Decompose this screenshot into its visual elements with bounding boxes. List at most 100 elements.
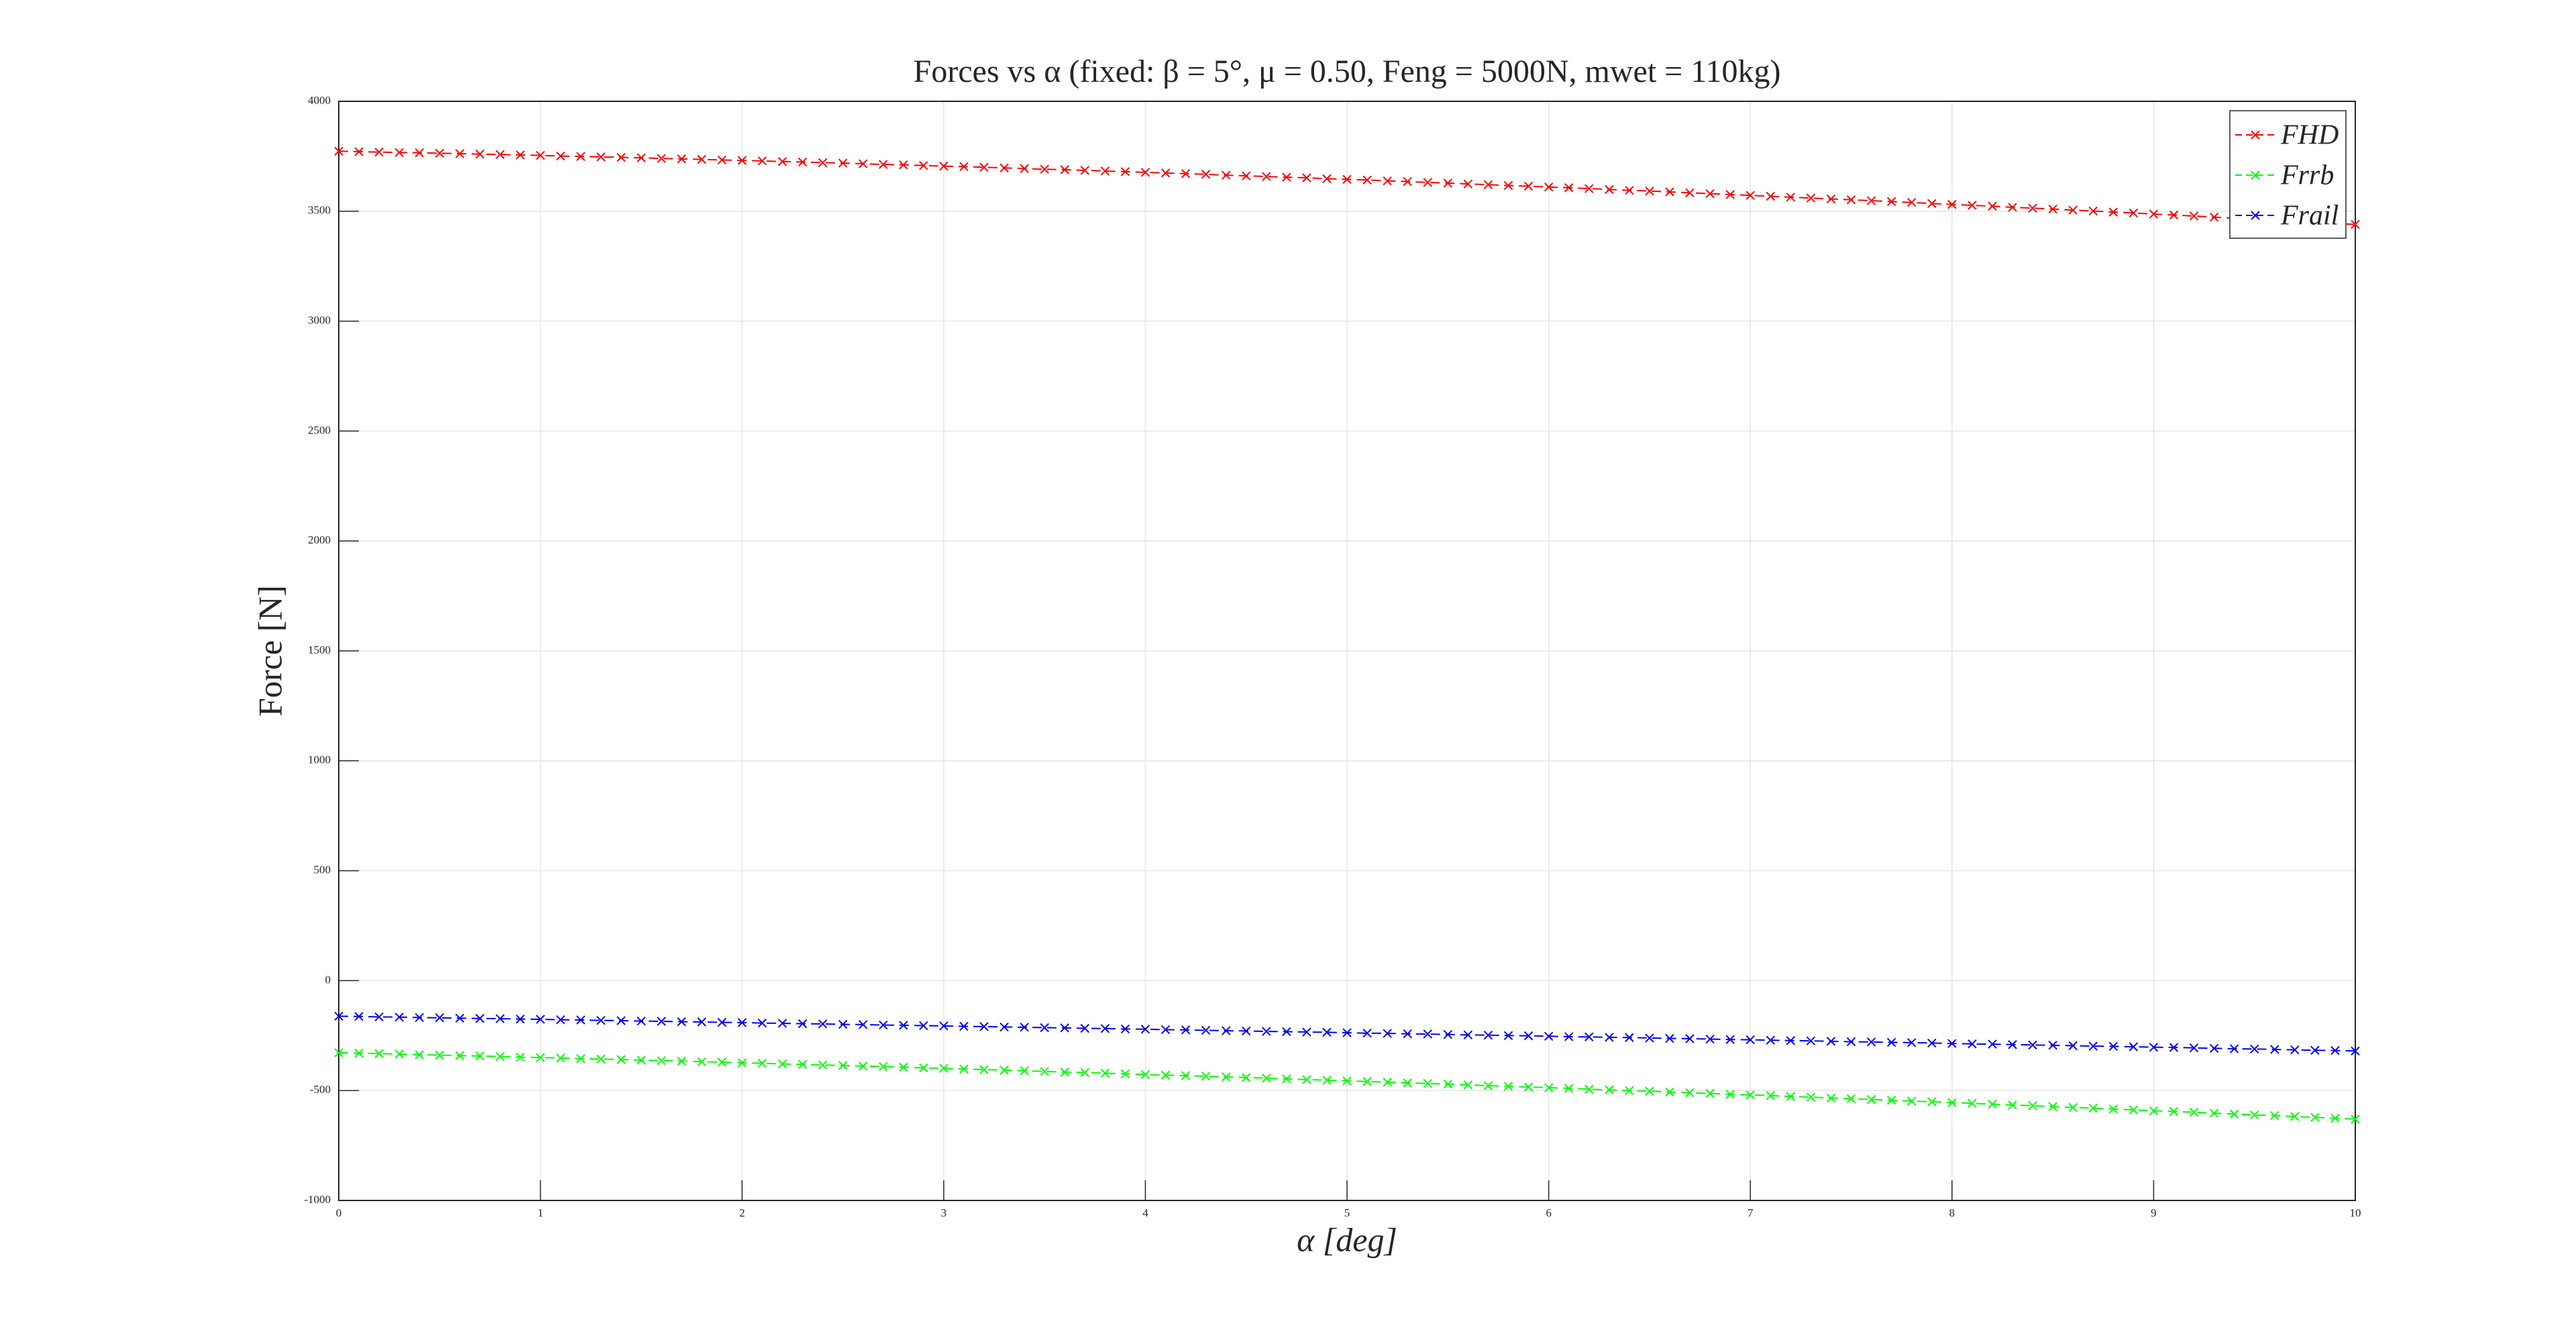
data-point — [1725, 1035, 1735, 1044]
data-point — [1886, 1037, 1896, 1047]
data-point — [1463, 1030, 1473, 1040]
data-point — [757, 1018, 767, 1028]
data-point — [1463, 1080, 1473, 1090]
y-axis-label: Force [N] — [251, 585, 288, 717]
data-point — [1523, 181, 1534, 191]
data-point — [515, 1052, 525, 1062]
data-point — [1181, 1071, 1191, 1080]
data-point — [2351, 1046, 2360, 1056]
data-point — [2068, 1041, 2078, 1051]
data-point — [334, 1011, 343, 1021]
data-point — [1988, 201, 1997, 211]
data-point — [1262, 172, 1271, 181]
y-tick-label: 3500 — [308, 204, 331, 217]
data-point — [2169, 1107, 2179, 1117]
x-tick-label: 3 — [941, 1206, 947, 1219]
data-point — [2189, 1043, 2199, 1053]
data-point — [1947, 199, 1957, 209]
data-point — [657, 1017, 666, 1026]
data-point — [334, 146, 343, 156]
x-axis-label: α [deg] — [1297, 1221, 1397, 1258]
data-point — [1665, 1087, 1674, 1097]
data-point — [415, 1050, 424, 1060]
data-point — [2189, 1107, 2199, 1117]
data-point — [1201, 1025, 1211, 1035]
data-point — [394, 1049, 404, 1059]
data-point — [596, 1054, 606, 1064]
data-point — [2310, 1045, 2320, 1055]
data-point — [979, 1065, 989, 1074]
data-point — [1988, 1039, 1997, 1049]
data-point — [2129, 208, 2139, 218]
data-point — [1605, 185, 1614, 195]
data-point — [1927, 199, 1937, 209]
data-point — [1423, 1079, 1432, 1088]
data-point — [757, 156, 767, 166]
data-point — [1342, 1076, 1352, 1086]
data-point — [1685, 1088, 1695, 1098]
data-point — [1846, 1037, 1856, 1047]
data-point — [1544, 1083, 1554, 1092]
data-point — [1282, 172, 1291, 182]
data-point — [1383, 1078, 1392, 1087]
data-point — [1766, 1035, 1775, 1045]
data-point — [979, 162, 989, 172]
data-point — [2229, 1044, 2239, 1054]
data-point — [1947, 1098, 1957, 1107]
data-point — [919, 1063, 928, 1073]
data-point — [394, 148, 404, 158]
data-point — [637, 1016, 646, 1026]
data-point — [2108, 1041, 2118, 1051]
data-point — [1161, 168, 1171, 178]
data-point — [1544, 1031, 1554, 1041]
data-point — [415, 1013, 424, 1023]
data-point — [535, 1015, 545, 1024]
data-point — [2088, 1103, 2098, 1113]
data-point — [1564, 1032, 1574, 1041]
data-point — [1040, 164, 1049, 174]
data-point — [1181, 1025, 1191, 1035]
data-point — [1100, 166, 1110, 176]
data-point — [1503, 1031, 1513, 1041]
data-point — [1725, 190, 1735, 199]
data-point — [677, 1056, 686, 1066]
data-point — [697, 154, 706, 164]
data-point — [1907, 1096, 1917, 1106]
data-point — [374, 1012, 384, 1022]
data-point — [1907, 1038, 1917, 1047]
data-point — [394, 1013, 404, 1022]
data-point — [1241, 171, 1251, 181]
data-point — [2169, 1043, 2179, 1052]
data-point — [1140, 1070, 1150, 1079]
data-point — [1080, 1068, 1089, 1078]
data-point — [1927, 1097, 1937, 1107]
data-point — [2270, 1111, 2279, 1121]
data-point — [1140, 1025, 1150, 1034]
data-point — [1968, 1098, 1977, 1108]
data-point — [1040, 1023, 1049, 1033]
data-point — [2270, 1045, 2279, 1054]
data-point — [1968, 201, 1977, 210]
data-point — [2008, 1040, 2017, 1049]
y-tick-label: -500 — [310, 1083, 331, 1096]
data-point — [1503, 1082, 1513, 1091]
data-point — [1585, 184, 1594, 193]
data-point — [1625, 1033, 1634, 1042]
data-point — [798, 1060, 808, 1069]
data-point — [959, 1021, 969, 1031]
data-point — [1685, 188, 1695, 197]
data-point — [616, 1055, 626, 1064]
data-point — [616, 1016, 626, 1025]
data-point — [1806, 1092, 1816, 1102]
data-point — [334, 1048, 343, 1058]
x-tick-label: 9 — [2151, 1206, 2157, 1219]
data-point — [878, 1062, 888, 1072]
x-tick-label: 10 — [2350, 1206, 2361, 1219]
data-point — [818, 158, 828, 168]
data-point — [898, 1062, 908, 1072]
y-tick-label: 0 — [325, 973, 331, 986]
data-point — [555, 1015, 566, 1025]
data-point — [1302, 1075, 1311, 1084]
data-point — [1120, 1069, 1130, 1079]
data-point — [1988, 1099, 1997, 1109]
